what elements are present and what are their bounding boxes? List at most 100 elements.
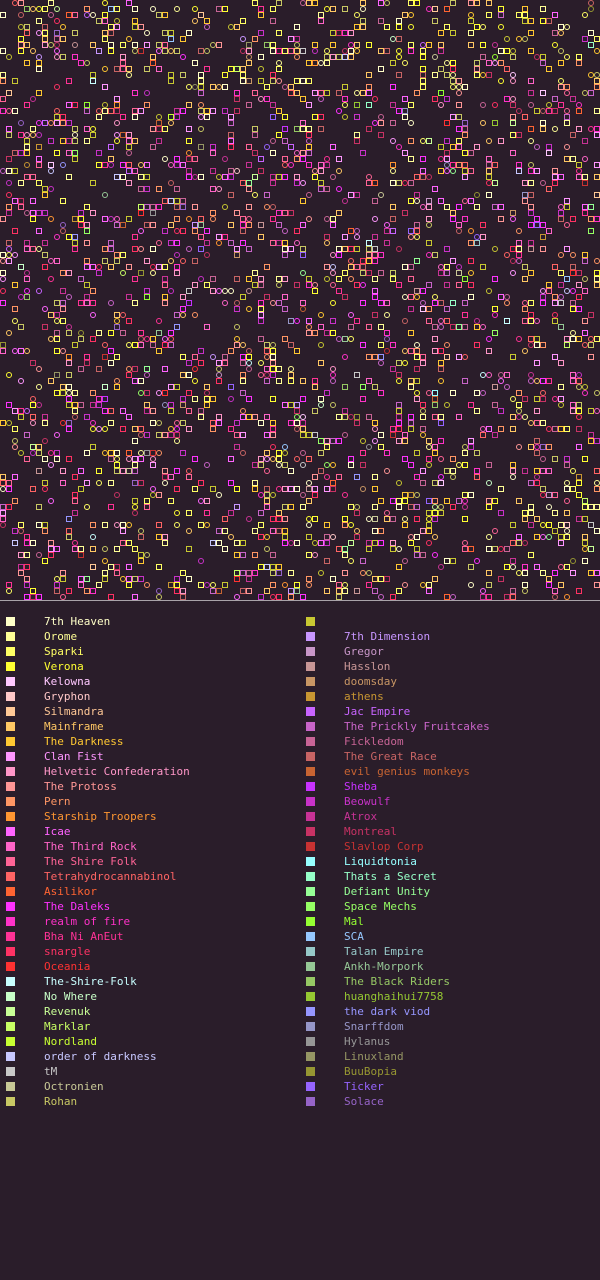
planet-cell[interactable] [114,222,120,228]
planet-cell[interactable] [456,414,462,420]
star-cell[interactable] [36,30,42,36]
star-cell[interactable] [24,288,30,294]
planet-cell[interactable] [306,486,312,492]
planet-cell[interactable] [78,546,84,552]
planet-cell[interactable] [312,330,318,336]
star-cell[interactable] [30,48,36,54]
star-cell[interactable] [168,180,174,186]
planet-cell[interactable] [546,108,552,114]
planet-cell[interactable] [558,426,564,432]
planet-cell[interactable] [144,204,150,210]
star-cell[interactable] [426,174,432,180]
planet-cell[interactable] [390,204,396,210]
planet-cell[interactable] [390,60,396,66]
planet-cell[interactable] [132,576,138,582]
star-cell[interactable] [462,504,468,510]
star-cell[interactable] [300,450,306,456]
planet-cell[interactable] [240,414,246,420]
planet-cell[interactable] [114,462,120,468]
planet-cell[interactable] [144,504,150,510]
planet-cell[interactable] [444,264,450,270]
star-cell[interactable] [504,300,510,306]
planet-cell[interactable] [126,372,132,378]
planet-cell[interactable] [366,414,372,420]
planet-cell[interactable] [414,348,420,354]
planet-cell[interactable] [300,300,306,306]
planet-cell[interactable] [492,330,498,336]
planet-cell[interactable] [102,30,108,36]
star-cell[interactable] [150,486,156,492]
star-cell[interactable] [216,366,222,372]
planet-cell[interactable] [174,216,180,222]
planet-cell[interactable] [120,132,126,138]
planet-cell[interactable] [354,510,360,516]
star-cell[interactable] [258,492,264,498]
planet-cell[interactable] [132,342,138,348]
planet-cell[interactable] [366,324,372,330]
planet-cell[interactable] [66,384,72,390]
planet-cell[interactable] [282,486,288,492]
planet-cell[interactable] [336,246,342,252]
planet-cell[interactable] [36,18,42,24]
planet-cell[interactable] [360,258,366,264]
planet-cell[interactable] [156,138,162,144]
star-cell[interactable] [588,336,594,342]
planet-cell[interactable] [426,522,432,528]
planet-cell[interactable] [312,90,318,96]
planet-cell[interactable] [486,168,492,174]
star-cell[interactable] [432,534,438,540]
planet-cell[interactable] [510,210,516,216]
planet-cell[interactable] [522,192,528,198]
planet-cell[interactable] [312,384,318,390]
planet-cell[interactable] [234,306,240,312]
planet-cell[interactable] [552,354,558,360]
planet-cell[interactable] [462,312,468,318]
star-cell[interactable] [432,294,438,300]
star-cell[interactable] [480,372,486,378]
planet-cell[interactable] [186,408,192,414]
planet-cell[interactable] [42,264,48,270]
planet-cell[interactable] [390,102,396,108]
star-cell[interactable] [360,438,366,444]
star-cell[interactable] [66,294,72,300]
planet-cell[interactable] [30,216,36,222]
planet-cell[interactable] [156,12,162,18]
planet-cell[interactable] [42,186,48,192]
territory-map[interactable] [0,0,600,600]
planet-cell[interactable] [300,252,306,258]
star-cell[interactable] [18,24,24,30]
planet-cell[interactable] [270,18,276,24]
planet-cell[interactable] [78,60,84,66]
planet-cell[interactable] [108,420,114,426]
star-cell[interactable] [192,174,198,180]
planet-cell[interactable] [282,336,288,342]
star-cell[interactable] [240,408,246,414]
star-cell[interactable] [510,48,516,54]
planet-cell[interactable] [24,6,30,12]
planet-cell[interactable] [252,282,258,288]
planet-cell[interactable] [306,0,312,6]
planet-cell[interactable] [342,522,348,528]
planet-cell[interactable] [66,528,72,534]
star-cell[interactable] [384,348,390,354]
planet-cell[interactable] [492,180,498,186]
star-cell[interactable] [462,444,468,450]
planet-cell[interactable] [138,174,144,180]
planet-cell[interactable] [474,240,480,246]
planet-cell[interactable] [396,108,402,114]
planet-cell[interactable] [582,258,588,264]
planet-cell[interactable] [312,486,318,492]
star-cell[interactable] [474,558,480,564]
planet-cell[interactable] [456,126,462,132]
planet-cell[interactable] [276,456,282,462]
planet-cell[interactable] [168,240,174,246]
planet-cell[interactable] [258,168,264,174]
planet-cell[interactable] [402,96,408,102]
planet-cell[interactable] [522,582,528,588]
planet-cell[interactable] [552,492,558,498]
planet-cell[interactable] [54,546,60,552]
planet-cell[interactable] [564,246,570,252]
planet-cell[interactable] [486,156,492,162]
planet-cell[interactable] [12,282,18,288]
planet-cell[interactable] [216,540,222,546]
